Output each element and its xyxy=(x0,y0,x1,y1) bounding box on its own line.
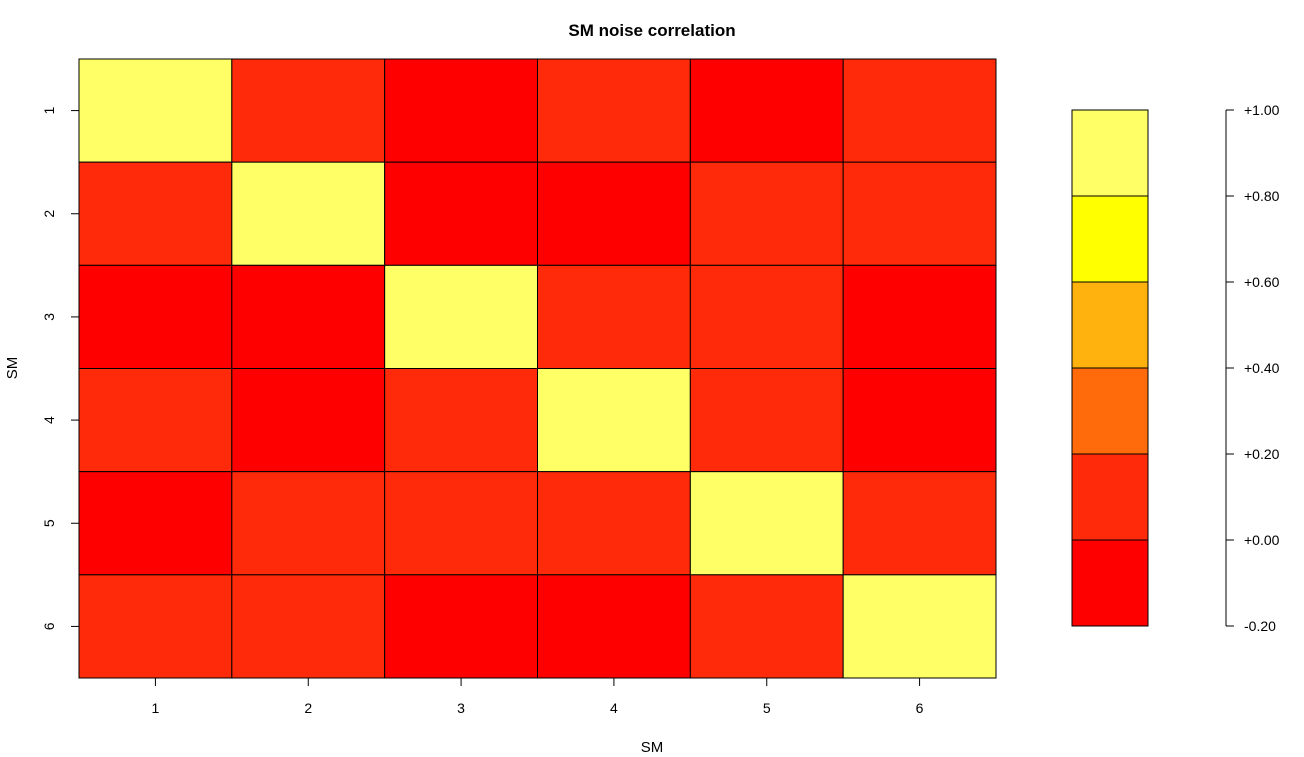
colorbar-bin-2 xyxy=(1071,453,1149,541)
colorbar-tick-label: -0.20 xyxy=(1244,618,1276,634)
heatmap-cell-r5-c3 xyxy=(384,471,538,576)
colorbar-bin-1 xyxy=(1071,539,1149,627)
heatmap-cell-r1-c3 xyxy=(384,58,538,163)
heatmap-cells xyxy=(78,58,997,679)
heatmap-cell-r6-c2 xyxy=(231,574,386,679)
heatmap-cell-r2-c3 xyxy=(384,161,538,266)
colorbar-bin-6 xyxy=(1071,109,1149,197)
colorbar-tick-label: +0.80 xyxy=(1244,188,1280,204)
heatmap-cell-r5-c4 xyxy=(537,471,691,576)
x-tick-label: 4 xyxy=(610,700,618,716)
x-axis-label: SM xyxy=(641,739,664,756)
colorbar xyxy=(1071,109,1149,627)
colorbar-tick-label: +0.00 xyxy=(1244,532,1280,548)
heatmap-cell-r2-c4 xyxy=(537,161,691,266)
heatmap-cell-r3-c6 xyxy=(842,264,997,370)
y-tick-label: 4 xyxy=(41,416,57,424)
colorbar-bin-3 xyxy=(1071,367,1149,455)
colorbar-bin-5 xyxy=(1071,195,1149,283)
heatmap-cell-r5-c2 xyxy=(231,471,386,576)
heatmap-cell-r5-c5 xyxy=(689,471,844,576)
x-tick-label: 5 xyxy=(763,700,771,716)
x-tick-label: 2 xyxy=(304,700,312,716)
heatmap-cell-r4-c3 xyxy=(384,368,538,473)
heatmap-cell-r3-c2 xyxy=(231,264,386,370)
heatmap-cell-r6-c6 xyxy=(842,574,997,679)
heatmap-cell-r1-c5 xyxy=(689,58,844,163)
colorbar-axis: -0.20 +0.00 +0.20 +0.40 +0.60 +0.80 +1.00 xyxy=(1225,102,1280,634)
heatmap-cell-r1-c1 xyxy=(78,58,233,163)
heatmap-cell-r2-c2 xyxy=(231,161,386,266)
heatmap-cell-r4-c6 xyxy=(842,368,997,473)
heatmap-cell-r3-c4 xyxy=(537,264,691,370)
colorbar-bin-4 xyxy=(1071,281,1149,369)
heatmap-cell-r2-c6 xyxy=(842,161,997,266)
y-tick-label: 1 xyxy=(41,106,57,114)
heatmap-cell-r6-c5 xyxy=(689,574,844,679)
heatmap-cell-r3-c3 xyxy=(384,264,538,370)
x-tick-label: 1 xyxy=(152,700,160,716)
heatmap-cell-r1-c6 xyxy=(842,58,997,163)
heatmap-cell-r4-c1 xyxy=(78,368,233,473)
y-tick-label: 6 xyxy=(41,622,57,630)
x-axis: 1 2 3 4 5 6 xyxy=(152,677,924,716)
heatmap-cell-r6-c4 xyxy=(537,574,691,679)
heatmap-cell-r4-c4 xyxy=(537,368,691,473)
x-tick-label: 6 xyxy=(916,700,924,716)
y-tick-label: 5 xyxy=(41,519,57,527)
y-axis-label: SM xyxy=(4,357,21,380)
colorbar-tick-label: +1.00 xyxy=(1244,102,1280,118)
heatmap-cell-r4-c2 xyxy=(231,368,386,473)
chart-title: SM noise correlation xyxy=(568,21,735,40)
heatmap-cell-r2-c1 xyxy=(78,161,233,266)
colorbar-tick-label: +0.20 xyxy=(1244,446,1280,462)
heatmap-cell-r3-c1 xyxy=(78,264,233,370)
heatmap-cell-r5-c6 xyxy=(842,471,997,576)
heatmap-cell-r3-c5 xyxy=(689,264,844,370)
y-axis: 1 2 3 4 5 6 xyxy=(41,106,80,630)
colorbar-tick-label: +0.40 xyxy=(1244,360,1280,376)
heatmap-cell-r2-c5 xyxy=(689,161,844,266)
heatmap-cell-r6-c1 xyxy=(78,574,233,679)
colorbar-tick-label: +0.60 xyxy=(1244,274,1280,290)
x-tick-label: 3 xyxy=(457,700,465,716)
y-tick-label: 3 xyxy=(41,313,57,321)
heatmap-cell-r4-c5 xyxy=(689,368,844,473)
heatmap-cell-r1-c4 xyxy=(537,58,691,163)
heatmap-cell-r1-c2 xyxy=(231,58,386,163)
heatmap-cell-r5-c1 xyxy=(78,471,233,576)
y-tick-label: 2 xyxy=(41,210,57,218)
heatmap-cell-r6-c3 xyxy=(384,574,538,679)
